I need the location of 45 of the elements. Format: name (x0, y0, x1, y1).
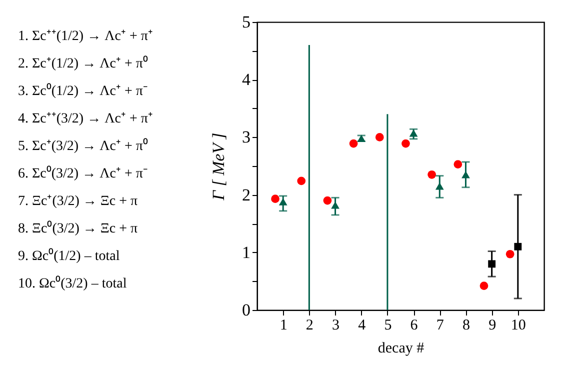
point (488, 260, 496, 268)
point (375, 133, 384, 142)
text: 2. Σc⁺(1/2) → Λc⁺ + π⁰ (18, 55, 148, 72)
text: 3. Σc⁰(1/2) → Λc⁺ + π⁻ (18, 82, 148, 99)
point (428, 170, 436, 179)
text: 5. Σc⁺(3/2) → Λc⁺ + π⁰ (18, 138, 148, 154)
y-tick-label: 5 (242, 12, 250, 32)
point (323, 196, 332, 205)
x-tick-label: 4 (358, 318, 366, 334)
text: 6. Σc⁰(3/2) → Λc⁺ + π⁻ (18, 165, 148, 182)
y-tick-label: 1 (242, 242, 250, 262)
point (514, 242, 522, 250)
point (462, 171, 470, 178)
point (402, 139, 410, 148)
y-tick-label: 4 (242, 70, 251, 90)
point (271, 194, 280, 204)
text: 1. Σc⁺⁺(1/2) → Λc⁺ + π⁺ (18, 28, 153, 44)
text: 10. Ωc⁰(3/2) – total (18, 275, 127, 292)
y-axis-title: Γ [ MeV ] (209, 132, 228, 202)
x-tick-label: 5 (384, 318, 392, 334)
y-tick-label: 0 (242, 300, 250, 320)
y-tick-label: 3 (242, 128, 250, 147)
point (349, 139, 358, 148)
point (278, 198, 288, 206)
point (435, 182, 444, 190)
x-tick-label: 2 (306, 318, 314, 334)
x-tick-label: 1 (280, 318, 288, 334)
x-tick-label: 3 (332, 318, 340, 334)
y-tick-label: 2 (242, 185, 250, 204)
x-tick-label: 6 (410, 318, 418, 334)
x-tick-label: 10 (510, 318, 526, 334)
point (454, 160, 462, 168)
point (409, 130, 418, 137)
text: 9. Ωc⁰(1/2) – total (18, 248, 120, 264)
point (506, 250, 514, 258)
text: 8. Ξc⁰(3/2) → Ξc + π (18, 220, 138, 236)
point (480, 282, 488, 290)
text: 4. Σc⁺⁺(3/2) → Λc⁺ + π⁺ (18, 111, 153, 126)
x-tick-label: 8 (462, 318, 470, 334)
point (297, 176, 306, 186)
x-tick-label: 7 (436, 318, 444, 334)
point (331, 202, 340, 209)
x-tick-label: 9 (488, 318, 496, 334)
x-axis-title: decay # (378, 340, 425, 356)
text: 7. Ξc⁺(3/2) → Ξc + π (18, 194, 138, 209)
